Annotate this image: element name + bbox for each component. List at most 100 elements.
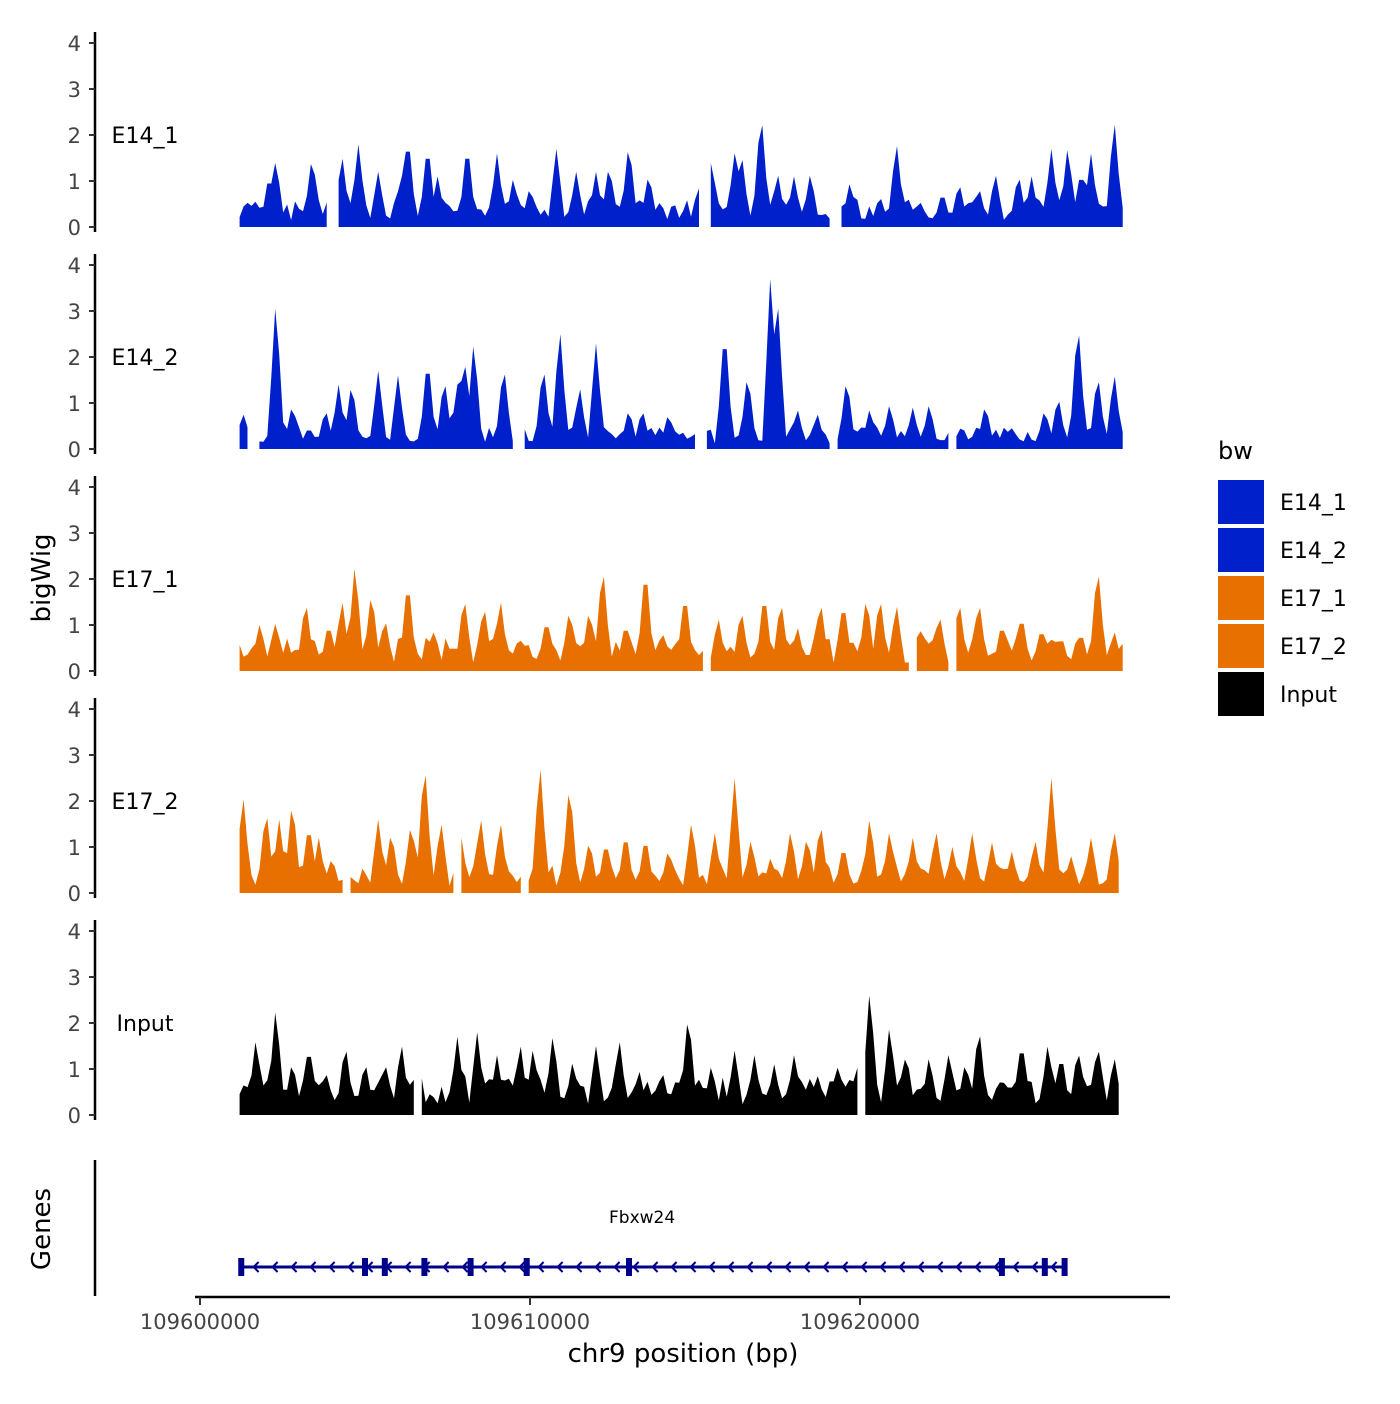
- strand-arrow: [442, 1261, 450, 1273]
- y-tick-label: 2: [68, 346, 81, 370]
- strand-arrow: [860, 1261, 868, 1273]
- exon: [626, 1258, 632, 1276]
- y-tick-label: 4: [68, 254, 81, 278]
- strand-arrow: [556, 1261, 564, 1273]
- exon: [523, 1258, 530, 1276]
- strand-arrow: [765, 1261, 773, 1273]
- signal-area: [350, 775, 454, 893]
- exon: [238, 1258, 245, 1276]
- y-tick-label: 3: [68, 966, 81, 990]
- y-axis-title: bigWig: [27, 533, 57, 622]
- y-tick-label: 0: [68, 882, 81, 906]
- strand-arrow: [727, 1261, 735, 1273]
- signal-area: [956, 576, 1123, 671]
- strand-arrow: [1050, 1261, 1058, 1273]
- y-tick-label: 4: [68, 698, 81, 722]
- signal-area: [239, 1012, 414, 1115]
- genes-axis-title: Genes: [27, 1188, 57, 1270]
- strand-arrow: [898, 1261, 906, 1273]
- exon: [467, 1258, 474, 1276]
- signal-area: [421, 1024, 858, 1115]
- strand-arrow: [784, 1261, 792, 1273]
- strand-arrow: [518, 1261, 526, 1273]
- strand-arrow: [271, 1261, 279, 1273]
- signal-area: [239, 163, 327, 227]
- track-e17-2: 0 1 2 3 4 E17_2: [68, 698, 1119, 906]
- signal-area: [461, 820, 521, 893]
- exon: [421, 1258, 428, 1276]
- y-tick-label: 2: [68, 568, 81, 592]
- signal-area: [837, 386, 949, 449]
- strand-arrow: [309, 1261, 317, 1273]
- signal-area: [239, 568, 703, 671]
- y-tick-label: 3: [68, 78, 81, 102]
- strand-arrow: [613, 1261, 621, 1273]
- track-input: 0 1 2 3 4 Input: [68, 920, 1119, 1128]
- legend-label: E17_1: [1280, 587, 1347, 612]
- y-tick-label: 3: [68, 300, 81, 324]
- strand-arrow: [1031, 1261, 1039, 1273]
- strand-arrow: [803, 1261, 811, 1273]
- strand-arrow: [575, 1261, 583, 1273]
- y-tick-label: 1: [68, 392, 81, 416]
- strand-arrow: [651, 1261, 659, 1273]
- signal-area: [710, 604, 909, 671]
- strand-arrow: [879, 1261, 887, 1273]
- y-tick-label: 0: [68, 1104, 81, 1128]
- strand-arrow: [993, 1261, 1001, 1273]
- track-label: Input: [117, 1012, 174, 1037]
- strand-arrow: [689, 1261, 697, 1273]
- strand-arrow: [670, 1261, 678, 1273]
- y-tick-label: 2: [68, 1012, 81, 1036]
- signal-area: [706, 278, 830, 449]
- legend-key-e14-1: [1218, 480, 1264, 524]
- signal-area: [239, 799, 343, 893]
- signal-area: [528, 769, 1119, 893]
- exon: [362, 1258, 368, 1276]
- strand-arrow: [708, 1261, 716, 1273]
- strand-arrow: [404, 1261, 412, 1273]
- y-tick-label: 0: [68, 438, 81, 462]
- strand-arrow: [537, 1261, 545, 1273]
- y-tick-label: 3: [68, 744, 81, 768]
- track-label: E17_1: [112, 568, 179, 593]
- x-tick-label: 109610000: [470, 1310, 590, 1334]
- strand-arrow: [480, 1261, 488, 1273]
- legend-label: E17_2: [1280, 635, 1347, 660]
- strand-arrow: [290, 1261, 298, 1273]
- x-axis-title: chr9 position (bp): [568, 1339, 799, 1369]
- signal-area: [259, 308, 513, 449]
- y-tick-label: 1: [68, 170, 81, 194]
- strand-arrow: [822, 1261, 830, 1273]
- y-tick-label: 1: [68, 836, 81, 860]
- y-tick-label: 3: [68, 522, 81, 546]
- y-tick-label: 4: [68, 32, 81, 56]
- track-label: E14_2: [112, 346, 179, 371]
- strand-arrow: [347, 1261, 355, 1273]
- legend-label: E14_1: [1280, 491, 1347, 516]
- signal-area: [524, 334, 695, 449]
- track-e17-1: 0 1 2 3 4 E17_1: [68, 476, 1123, 684]
- signal-area: [239, 414, 248, 449]
- strand-arrow: [632, 1261, 640, 1273]
- strand-arrow: [955, 1261, 963, 1273]
- exon: [1041, 1258, 1048, 1276]
- legend-key-input: [1218, 672, 1264, 716]
- strand-arrow: [746, 1261, 754, 1273]
- strand-arrow: [936, 1261, 944, 1273]
- track-e14-2: 0 1 2 3 4 E14_2: [68, 254, 1123, 462]
- y-tick-label: 2: [68, 124, 81, 148]
- legend: bw E14_1 E14_2 E17_1 E17_2 Input: [1218, 437, 1347, 716]
- exon: [381, 1258, 388, 1276]
- y-tick-label: 1: [68, 614, 81, 638]
- gene-label: Fbxw24: [609, 1208, 675, 1228]
- signal-area: [956, 335, 1123, 449]
- y-tick-label: 2: [68, 790, 81, 814]
- strand-arrow: [252, 1261, 260, 1273]
- strand-arrow: [974, 1261, 982, 1273]
- signal-area: [710, 125, 830, 227]
- strand-arrow: [461, 1261, 469, 1273]
- signal-area: [916, 619, 949, 671]
